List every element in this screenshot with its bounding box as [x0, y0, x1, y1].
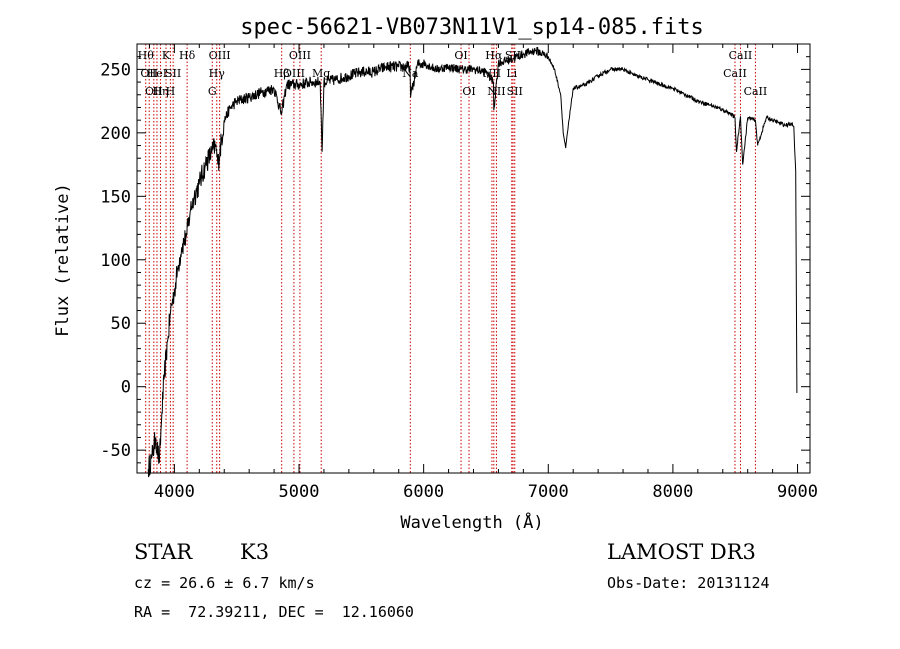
x-tick-label: 9000 — [777, 482, 818, 502]
y-tick-label: 50 — [111, 314, 131, 334]
line-label: SII — [507, 85, 523, 98]
x-axis-label: Wavelength (Å) — [400, 511, 543, 533]
line-label: Hγ — [209, 67, 226, 80]
line-label: CaII — [744, 85, 768, 98]
spectrum-line — [147, 46, 798, 478]
line-label: Hθ — [138, 49, 155, 62]
y-tick-label: 200 — [100, 124, 131, 144]
line-label: Hη — [152, 85, 168, 98]
line-label: Hα — [485, 49, 503, 62]
observation-date: Obs-Date: 20131124 — [607, 574, 770, 592]
y-tick-label: 150 — [100, 187, 131, 207]
y-tick-label: 100 — [100, 251, 131, 271]
y-axis-label: Flux (relative) — [53, 183, 73, 337]
object-class: STAR — [134, 540, 193, 564]
line-label: Li — [506, 67, 517, 80]
line-label: Hβ — [274, 67, 290, 80]
line-label: OII — [145, 85, 163, 98]
emission-line-markers — [145, 44, 756, 473]
y-tick-label: 0 — [121, 378, 131, 398]
line-label: OII — [140, 67, 158, 80]
redshift-text: cz = 26.6 ± 6.7 km/s — [134, 574, 315, 592]
x-tick-label: 6000 — [403, 482, 444, 502]
x-tick-label: 4000 — [154, 482, 195, 502]
y-tick-label: -50 — [100, 441, 131, 461]
line-label: SII — [165, 67, 181, 80]
line-label: OIII — [289, 49, 311, 62]
line-label: HeI — [147, 67, 167, 80]
y-axis: -50 0 50 100 150 200 250 — [100, 56, 810, 464]
plot-frame — [136, 43, 811, 474]
line-label: Mg — [312, 67, 330, 80]
x-tick-label: 7000 — [528, 482, 569, 502]
x-axis: 4000 5000 6000 7000 8000 9000 — [148, 44, 818, 502]
x-tick-label: 8000 — [652, 482, 693, 502]
line-label: CaII — [723, 67, 747, 80]
survey-name: LAMOST DR3 — [607, 540, 756, 564]
chart-title: spec-56621-VB073N11V1_sp14-085.fits — [240, 15, 704, 40]
line-label: Hδ — [179, 49, 196, 62]
line-label: OIII — [209, 49, 231, 62]
object-subclass: K3 — [240, 540, 270, 564]
line-label: K — [162, 49, 171, 62]
x-tick-label: 5000 — [279, 482, 320, 502]
line-label: OI — [462, 85, 475, 98]
line-label: OIII — [283, 67, 305, 80]
line-label: CaII — [729, 49, 753, 62]
line-label: G — [208, 85, 217, 98]
line-label: OI — [454, 49, 467, 62]
y-tick-label: 250 — [100, 60, 131, 80]
coordinates-text: RA = 72.39211, DEC = 12.16060 — [134, 603, 414, 621]
line-label: H — [166, 85, 176, 98]
line-label: NII — [487, 85, 505, 98]
